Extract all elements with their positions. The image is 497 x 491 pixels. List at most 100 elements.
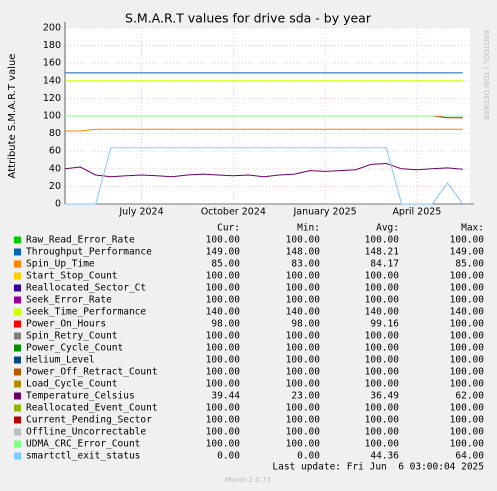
- legend-swatch: [14, 248, 21, 256]
- legend-stat: 100.00: [450, 319, 485, 330]
- legend-stat: 149.00: [206, 247, 241, 258]
- legend-stat: 100.00: [206, 283, 241, 294]
- legend-stat: 100.00: [365, 295, 400, 306]
- legend-stat: 100.00: [450, 283, 485, 294]
- legend-stat: 100.00: [206, 427, 241, 438]
- legend-name: Temperature_Celsius: [26, 391, 135, 402]
- legend-stat: 100.00: [365, 439, 400, 450]
- legend-stat: 98.00: [211, 319, 240, 330]
- chart-title: S.M.A.R.T values for drive sda - by year: [125, 11, 372, 26]
- legend-stat: 100.00: [365, 235, 400, 246]
- legend-stat: 99.16: [370, 319, 399, 330]
- y-tick-label: 20: [49, 181, 61, 192]
- legend-stat: 84.17: [370, 259, 399, 270]
- x-tick-label: January 2025: [292, 207, 356, 218]
- legend-stat: 100.00: [206, 379, 241, 390]
- legend-stat: 85.00: [455, 259, 484, 270]
- y-tick-label: 80: [49, 128, 61, 139]
- legend-stat: 100.00: [365, 415, 400, 426]
- legend-swatch: [14, 404, 21, 412]
- legend-name: Spin_Up_Time: [26, 259, 95, 270]
- legend-name: Spin_Retry_Count: [26, 331, 118, 342]
- legend-stat: 100.00: [365, 271, 400, 282]
- legend-stat: 100.00: [206, 271, 241, 282]
- legend-stat: 100.00: [365, 283, 400, 294]
- legend-stat: 140.00: [206, 307, 241, 318]
- x-tick-label: October 2024: [201, 207, 266, 218]
- series-line: [64, 162, 463, 178]
- legend-stat: 100.00: [286, 415, 321, 426]
- side-text: RRDTOOL / TOBI OETIKER: [482, 30, 490, 120]
- legend-swatch: [14, 332, 21, 340]
- legend-swatch: [14, 296, 21, 304]
- legend-stat: 0.00: [297, 451, 320, 462]
- legend-stat: 0.00: [217, 451, 240, 462]
- legend-stat: 64.00: [455, 451, 484, 462]
- y-axis-label: Attribute S.M.A.R.T value: [7, 54, 18, 179]
- legend-swatch: [14, 320, 21, 328]
- legend-stat: 100.00: [286, 355, 321, 366]
- legend-stat: 100.00: [286, 295, 321, 306]
- legend-swatch: [14, 428, 21, 436]
- legend-stat: 83.00: [291, 259, 320, 270]
- legend-name: UDMA_CRC_Error_Count: [26, 439, 140, 450]
- legend-stat: 140.00: [450, 307, 485, 318]
- legend-stat: 100.00: [286, 427, 321, 438]
- legend-stat: 39.44: [211, 391, 240, 402]
- y-tick-label: 140: [43, 75, 61, 86]
- legend-stat: 100.00: [365, 427, 400, 438]
- legend-header: Max:: [461, 223, 484, 234]
- y-tick-label: 40: [49, 163, 61, 174]
- legend-swatch: [14, 452, 21, 460]
- legend-stat: 100.00: [450, 427, 485, 438]
- y-tick-label: 200: [43, 23, 61, 34]
- legend-name: Raw_Read_Error_Rate: [26, 235, 135, 246]
- legend-stat: 44.36: [370, 451, 399, 462]
- legend-name: Reallocated_Sector_Ct: [26, 283, 146, 294]
- legend-name: Power_Off_Retract_Count: [26, 367, 158, 378]
- legend-name: Offline_Uncorrectable: [26, 427, 146, 438]
- legend-stat: 100.00: [206, 343, 241, 354]
- legend-stat: 140.00: [286, 307, 321, 318]
- legend-header: Min:: [297, 223, 320, 234]
- y-tick-label: 60: [49, 146, 61, 157]
- legend-stat: 100.00: [286, 331, 321, 342]
- x-tick-label: July 2024: [118, 207, 163, 218]
- y-tick-label: 100: [43, 111, 61, 122]
- legend-stat: 23.00: [291, 391, 320, 402]
- legend-stat: 100.00: [450, 271, 485, 282]
- legend-stat: 36.49: [370, 391, 399, 402]
- legend-stat: 100.00: [286, 271, 321, 282]
- legend-stat: 100.00: [286, 403, 321, 414]
- legend-stat: 100.00: [206, 355, 241, 366]
- legend-stat: 98.00: [291, 319, 320, 330]
- last-update: Last update: Fri Jun 6 03:00:04 2025: [272, 462, 484, 473]
- legend-stat: 100.00: [206, 367, 241, 378]
- legend-stat: 100.00: [450, 355, 485, 366]
- legend-stat: 62.00: [455, 391, 484, 402]
- legend-stat: 148.21: [365, 247, 400, 258]
- legend-stat: 100.00: [206, 235, 241, 246]
- legend-name: Seek_Error_Rate: [26, 295, 112, 306]
- legend-stat: 100.00: [286, 367, 321, 378]
- legend-name: Start_Stop_Count: [26, 271, 118, 282]
- legend-swatch: [14, 356, 21, 364]
- legend-stat: 100.00: [450, 367, 485, 378]
- y-tick-label: 0: [55, 199, 61, 210]
- legend-stat: 100.00: [450, 403, 485, 414]
- legend-stat: 100.00: [206, 403, 241, 414]
- legend-swatch: [14, 284, 21, 292]
- legend-stat: 149.00: [450, 247, 485, 258]
- legend-name: Seek_Time_Performance: [26, 307, 146, 318]
- legend-swatch: [14, 416, 21, 424]
- legend-name: Power_On_Hours: [26, 319, 106, 330]
- legend-stat: 100.00: [206, 295, 241, 306]
- legend-stat: 100.00: [365, 367, 400, 378]
- legend-swatch: [14, 344, 21, 352]
- legend-swatch: [14, 236, 21, 244]
- legend-stat: 100.00: [365, 331, 400, 342]
- y-tick-label: 180: [43, 40, 61, 51]
- legend-name: Reallocated_Event_Count: [26, 403, 158, 414]
- legend-swatch: [14, 392, 21, 400]
